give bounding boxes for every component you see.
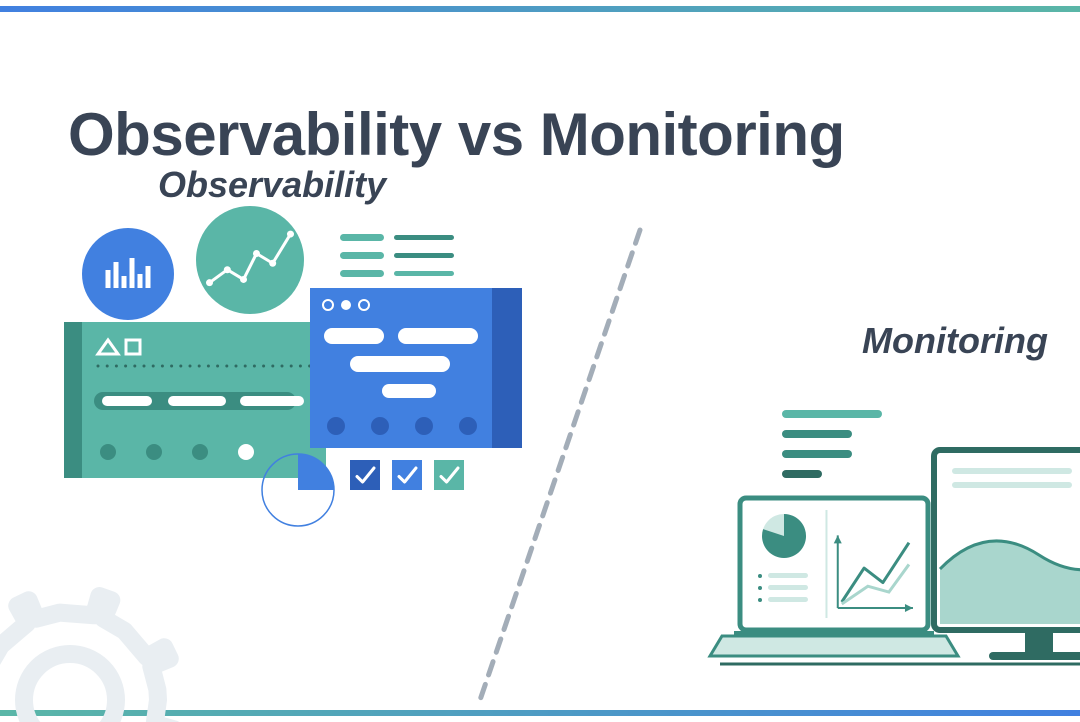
- illustration-canvas: [0, 0, 1080, 722]
- infographic-stage: Observability vs Monitoring Observabilit…: [0, 0, 1080, 722]
